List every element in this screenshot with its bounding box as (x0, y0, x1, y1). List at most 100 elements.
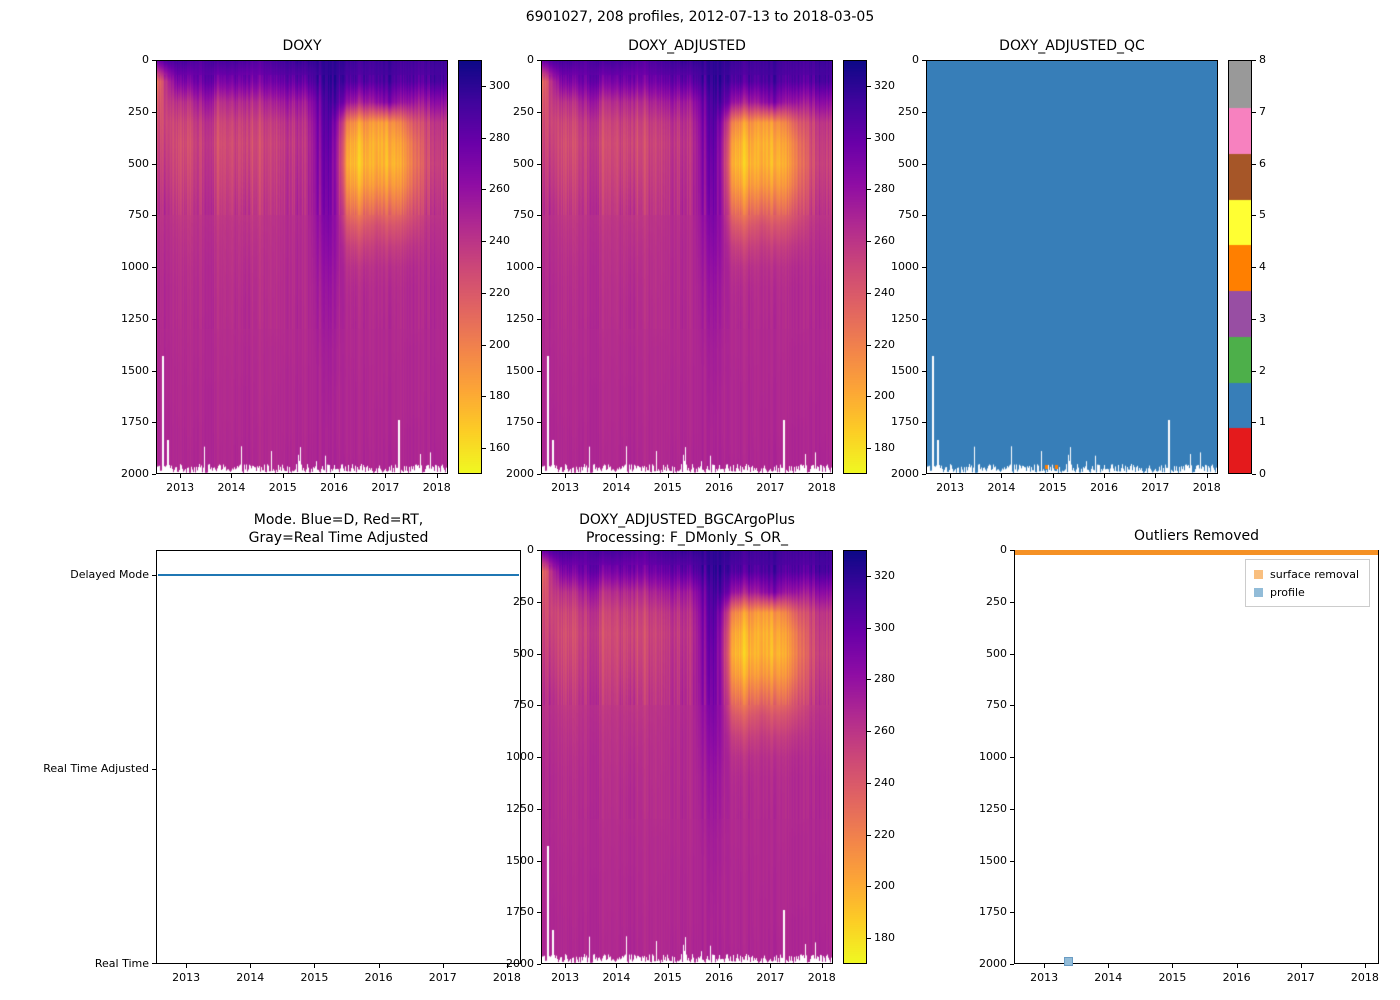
qc-cbar-ticklabel: 8 (1259, 53, 1266, 66)
bgc-y-ticklabel: 1500 (506, 853, 534, 867)
mode-x-ticklabel: 2016 (364, 971, 393, 984)
bgc-cbar-ticklabel: 280 (874, 672, 895, 686)
bgc-y-ticklabel: 500 (513, 646, 534, 660)
doxy-y-tickmark (152, 474, 156, 475)
doxy-x-tickmark (180, 474, 182, 478)
outliers-x-ticklabel: 2013 (1030, 971, 1059, 984)
qc-cbar-ticklabel: 7 (1259, 104, 1266, 118)
bgc-y-tickmark (537, 757, 541, 758)
outliers-y-tickmark (1010, 860, 1014, 862)
doxy-adjusted-y-ticklabel: 1500 (506, 363, 534, 377)
doxy-adjusted-x-tickmark (616, 474, 618, 478)
doxy-y-tickmark (152, 318, 156, 320)
qc-cbar-ticklabel: 6 (1259, 156, 1266, 170)
doxy-adjusted-cbar-ticklabel: 320 (874, 78, 895, 92)
qc-cbar-ticklabel: 1 (1259, 415, 1266, 429)
doxy-adjusted-cbar-ticklabel: 220 (874, 337, 895, 351)
surface-removal-swatch (1254, 569, 1264, 579)
qc-y-ticklabel: 1000 (891, 260, 919, 273)
outliers-x-tickmark (1044, 964, 1046, 968)
delayed-mode-line (158, 573, 519, 576)
outliers-x-ticklabel: 2018 (1350, 971, 1379, 984)
doxy-adjusted-x-ticklabel: 2013 (551, 481, 580, 494)
doxy-adjusted-y-tickmark (537, 111, 541, 113)
mode-plot: Mode. Blue=D, Red=RT, Gray=Real Time Adj… (156, 512, 521, 964)
doxy-adjusted-cbar-tickmark (867, 241, 871, 243)
doxy-y-tickmark (152, 163, 156, 165)
mode-category-label: Real Time (94, 957, 149, 970)
bgc-cbar-ticklabel: 180 (874, 931, 895, 945)
doxy-adjusted-colorbar (843, 60, 867, 474)
doxy-adjusted-y-tickmark (537, 215, 541, 217)
mode-x-tickmark (314, 964, 316, 968)
qc-y-tickmark (922, 318, 926, 320)
qc-y-tickmark (922, 215, 926, 217)
profile-label: profile (1270, 585, 1305, 599)
qc-y-tickmark (922, 474, 926, 475)
qc-y-tickmark (922, 60, 926, 61)
doxy-adjusted-cbar-tickmark (867, 137, 871, 139)
doxy-y-ticklabel: 2000 (121, 467, 149, 480)
bgc-y-tickmark (537, 860, 541, 862)
bgc-y-ticklabel: 1000 (506, 750, 534, 763)
bgc-cbar-ticklabel: 200 (874, 879, 895, 893)
doxy-adjusted-y-ticklabel: 750 (513, 208, 534, 222)
doxy-adjusted-plot: DOXY_ADJUSTED (541, 38, 833, 474)
outliers-legend: surface removal profile (1245, 559, 1370, 607)
doxy-plot: DOXY (156, 38, 448, 474)
doxy-adjusted-colorbar-canvas (844, 61, 866, 473)
doxy-adjusted-cbar-ticklabel: 200 (874, 389, 895, 403)
qc-cbar-tickmark (1252, 111, 1256, 113)
doxy-x-ticklabel: 2016 (320, 481, 349, 494)
doxy-cbar-tickmark (482, 189, 486, 191)
bgc-plot-title-line1: DOXY_ADJUSTED_BGCArgoPlus (579, 512, 795, 528)
qc-x-ticklabel: 2016 (1090, 481, 1119, 494)
qc-x-tickmark (950, 474, 952, 478)
outliers-y-tickmark (1010, 705, 1014, 707)
outliers-removed-plot-title: Outliers Removed (1134, 528, 1259, 544)
mode-x-tickmark (378, 964, 380, 968)
qc-y-tickmark (922, 111, 926, 113)
bgc-y-ticklabel: 250 (513, 594, 534, 608)
qc-cbar-tickmark (1252, 60, 1256, 61)
doxy-y-tickmark (152, 267, 156, 268)
doxy-adjusted-x-ticklabel: 2015 (653, 481, 682, 494)
doxy-adjusted-y-tickmark (537, 318, 541, 320)
qc-y-ticklabel: 2000 (891, 467, 919, 480)
outliers-x-tickmark (1172, 964, 1174, 968)
qc-cbar-tickmark (1252, 318, 1256, 320)
qc-x-ticklabel: 2014 (987, 481, 1016, 494)
bgc-x-ticklabel: 2014 (602, 971, 631, 984)
doxy-x-ticklabel: 2017 (371, 481, 400, 494)
profile-outlier-marker (1063, 957, 1073, 967)
qc-y-tickmark (922, 422, 926, 424)
bgc-cbar-tickmark (867, 938, 871, 940)
bgc-x-tickmark (770, 964, 772, 968)
bgc-x-ticklabel: 2016 (705, 971, 734, 984)
mode-x-tickmark (250, 964, 252, 968)
doxy-adjusted-cbar-tickmark (867, 344, 871, 346)
doxy-y-tickmark (152, 215, 156, 217)
doxy-x-ticklabel: 2018 (422, 481, 451, 494)
outliers-removed-plot: Outliers Removed surface removal profile (1014, 528, 1379, 964)
doxy-x-tickmark (385, 474, 387, 478)
doxy-y-tickmark (152, 60, 156, 61)
doxy-adjusted-bgc-heatmap-canvas (542, 551, 832, 963)
qc-x-tickmark (1206, 474, 1208, 478)
qc-cbar-tickmark (1252, 163, 1256, 165)
outliers-y-ticklabel: 1750 (979, 905, 1007, 919)
qc-cbar-tickmark (1252, 215, 1256, 217)
doxy-adjusted-cbar-tickmark (867, 189, 871, 191)
doxy-cbar-ticklabel: 200 (489, 337, 510, 351)
qc-x-ticklabel: 2015 (1038, 481, 1067, 494)
doxy-adjusted-x-tickmark (719, 474, 721, 478)
outliers-y-tickmark (1010, 601, 1014, 603)
bgc-x-tickmark (565, 964, 567, 968)
doxy-colorbar (458, 60, 482, 474)
doxy-adjusted-plot-title: DOXY_ADJUSTED (628, 38, 746, 54)
doxy-adjusted-y-ticklabel: 0 (527, 53, 534, 66)
mode-x-tickmark (506, 964, 508, 968)
bgc-y-ticklabel: 1250 (506, 801, 534, 815)
outliers-y-tickmark (1010, 964, 1014, 965)
qc-cbar-ticklabel: 3 (1259, 311, 1266, 325)
